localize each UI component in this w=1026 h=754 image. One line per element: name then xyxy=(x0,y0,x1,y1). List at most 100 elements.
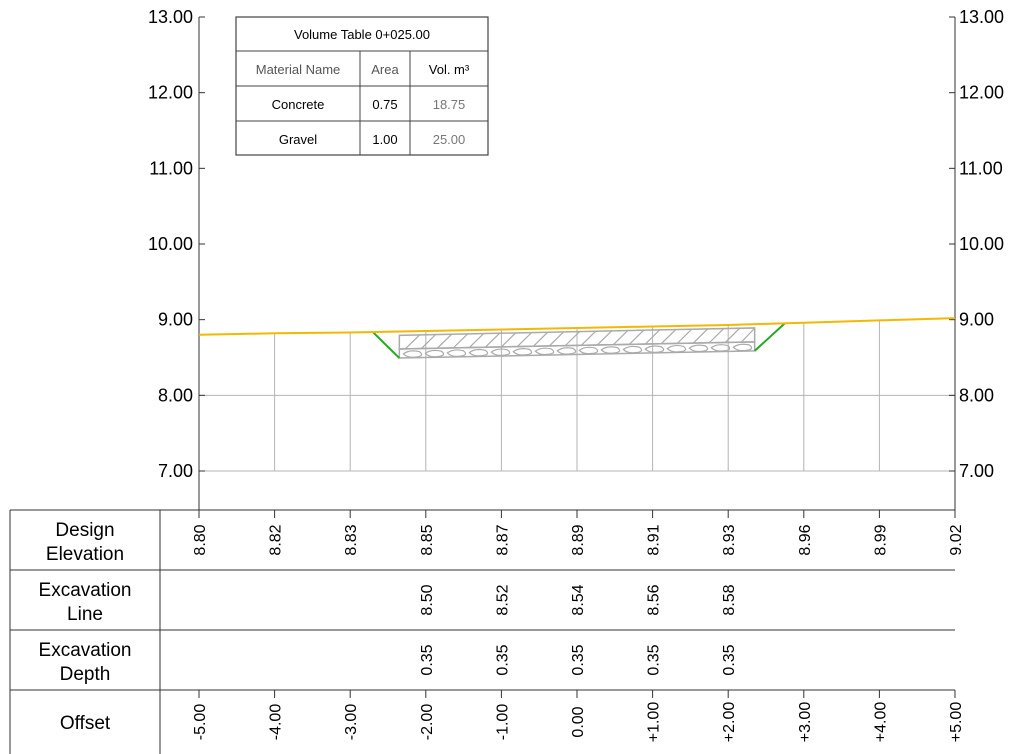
band-value: 8.96 xyxy=(797,524,814,555)
concrete-hatch-line xyxy=(612,330,628,346)
gravel-stone xyxy=(512,348,533,356)
concrete-hatch-line xyxy=(580,331,596,346)
right-elevation-label: 9.00 xyxy=(959,310,994,330)
band-value: 0.35 xyxy=(494,644,511,675)
concrete-hatch-line xyxy=(452,333,468,349)
row-gravel-volume: 25.00 xyxy=(433,132,466,147)
gravel-stone xyxy=(424,349,445,358)
excavation-slope-right xyxy=(753,322,786,352)
band-value: 0.35 xyxy=(570,644,587,675)
elevation-axes: 13.00 13.00 12.00 12.00 11.00 11.00 10.00 10.00… xyxy=(148,7,1004,510)
concrete-hatch-line xyxy=(724,328,740,343)
left-elevation-label: 13.00 xyxy=(148,7,193,27)
concrete-hatch-line xyxy=(692,328,708,344)
band-value: 8.56 xyxy=(646,584,663,615)
concrete-hatch-line xyxy=(644,329,660,345)
concrete-hatch-line xyxy=(628,330,644,345)
band-value: 0.35 xyxy=(646,644,663,675)
band-title-line1: Excavation xyxy=(39,640,132,661)
left-elevation-label: 8.00 xyxy=(158,385,193,405)
gravel-stone xyxy=(402,350,423,358)
right-elevation-label: 7.00 xyxy=(959,461,994,481)
header-material-name: Material Name xyxy=(256,62,341,77)
band-title-line1: Excavation xyxy=(39,580,132,601)
row-concrete-area: 0.75 xyxy=(372,97,397,112)
band-value: 8.93 xyxy=(721,524,738,555)
band-value: -1.00 xyxy=(494,704,511,741)
right-elevation-label: 11.00 xyxy=(959,158,1003,178)
row-concrete-volume: 18.75 xyxy=(433,97,466,112)
row-gravel-area: 1.00 xyxy=(372,132,397,147)
band-value: 8.58 xyxy=(721,584,738,615)
band-value: -3.00 xyxy=(343,704,360,741)
left-elevation-label: 7.00 xyxy=(158,461,193,481)
concrete-hatch-line xyxy=(436,334,452,349)
gravel-stone xyxy=(534,347,555,356)
right-elevation-label: 8.00 xyxy=(959,385,994,405)
gravel-stone xyxy=(666,344,687,353)
band-value: +3.00 xyxy=(797,702,814,743)
band-value: +2.00 xyxy=(721,702,738,743)
gravel-stone xyxy=(446,349,467,357)
band-value: 8.50 xyxy=(419,584,436,615)
left-elevation-label: 10.00 xyxy=(148,234,193,254)
band-title-line2: Depth xyxy=(60,664,111,685)
band-value: -4.00 xyxy=(268,704,285,741)
left-elevation-label: 9.00 xyxy=(158,310,193,330)
row-concrete-material: Concrete xyxy=(272,97,325,112)
header-area: Area xyxy=(371,62,399,77)
data-bands: Design Elevation 8.80 8.82 8.83 8.85 8.87 8.89 8… xyxy=(9,509,965,754)
gravel-stone xyxy=(644,345,665,353)
concrete-hatch-line xyxy=(500,332,516,348)
band-value: 8.99 xyxy=(872,524,889,555)
gravel-stone xyxy=(556,347,577,355)
concrete-hatch-line xyxy=(708,328,724,344)
concrete-hatch-line xyxy=(596,330,612,346)
band-title-line2: Elevation xyxy=(46,544,124,565)
gravel-stone xyxy=(578,346,599,355)
volume-table-title: Volume Table 0+025.00 xyxy=(294,27,430,42)
gravel-stone xyxy=(732,343,753,352)
right-elevation-label: 13.00 xyxy=(959,7,1004,27)
concrete-hatch-line xyxy=(548,331,564,347)
band-value: -5.00 xyxy=(192,704,209,741)
band-value: +5.00 xyxy=(948,702,965,743)
band-title-line2: Line xyxy=(67,604,103,625)
band-value: 8.91 xyxy=(646,524,663,555)
gravel-stone xyxy=(600,346,621,354)
band-value: 0.35 xyxy=(419,644,436,675)
gravel-stones xyxy=(402,343,753,358)
band-value: +4.00 xyxy=(872,702,889,743)
concrete-hatch xyxy=(404,327,756,350)
concrete-hatch-line xyxy=(676,329,692,344)
band-value: 8.80 xyxy=(192,524,209,555)
right-elevation-label: 10.00 xyxy=(959,234,1004,254)
concrete-hatch-line xyxy=(740,327,756,343)
concrete-hatch-line xyxy=(484,333,500,348)
header-volume: Vol. m³ xyxy=(429,62,470,77)
band-value: +1.00 xyxy=(646,702,663,743)
band-value: -2.00 xyxy=(419,704,436,741)
gravel-stone xyxy=(688,344,709,353)
concrete-hatch-line xyxy=(660,329,676,345)
excavation-slope-left xyxy=(372,331,401,359)
gravel-stone xyxy=(490,348,511,357)
left-elevation-label: 11.00 xyxy=(149,158,193,178)
band-value: 8.82 xyxy=(268,524,285,555)
band-value: 8.52 xyxy=(494,584,511,615)
gravel-stone xyxy=(468,348,489,357)
band-value: 8.83 xyxy=(343,524,360,555)
concrete-hatch-line xyxy=(468,333,484,348)
grid-layer xyxy=(199,320,955,472)
band-value: 8.85 xyxy=(419,524,436,555)
concrete-hatch-line xyxy=(420,334,436,349)
band-value: 9.02 xyxy=(948,524,965,555)
concrete-hatch-line xyxy=(404,334,420,350)
band-value: 8.54 xyxy=(570,584,587,615)
cross-section-layer xyxy=(198,317,956,359)
row-gravel-material: Gravel xyxy=(279,132,317,147)
gravel-stone xyxy=(710,344,731,352)
band-value: 0.00 xyxy=(570,706,587,737)
left-elevation-label: 12.00 xyxy=(148,83,193,103)
